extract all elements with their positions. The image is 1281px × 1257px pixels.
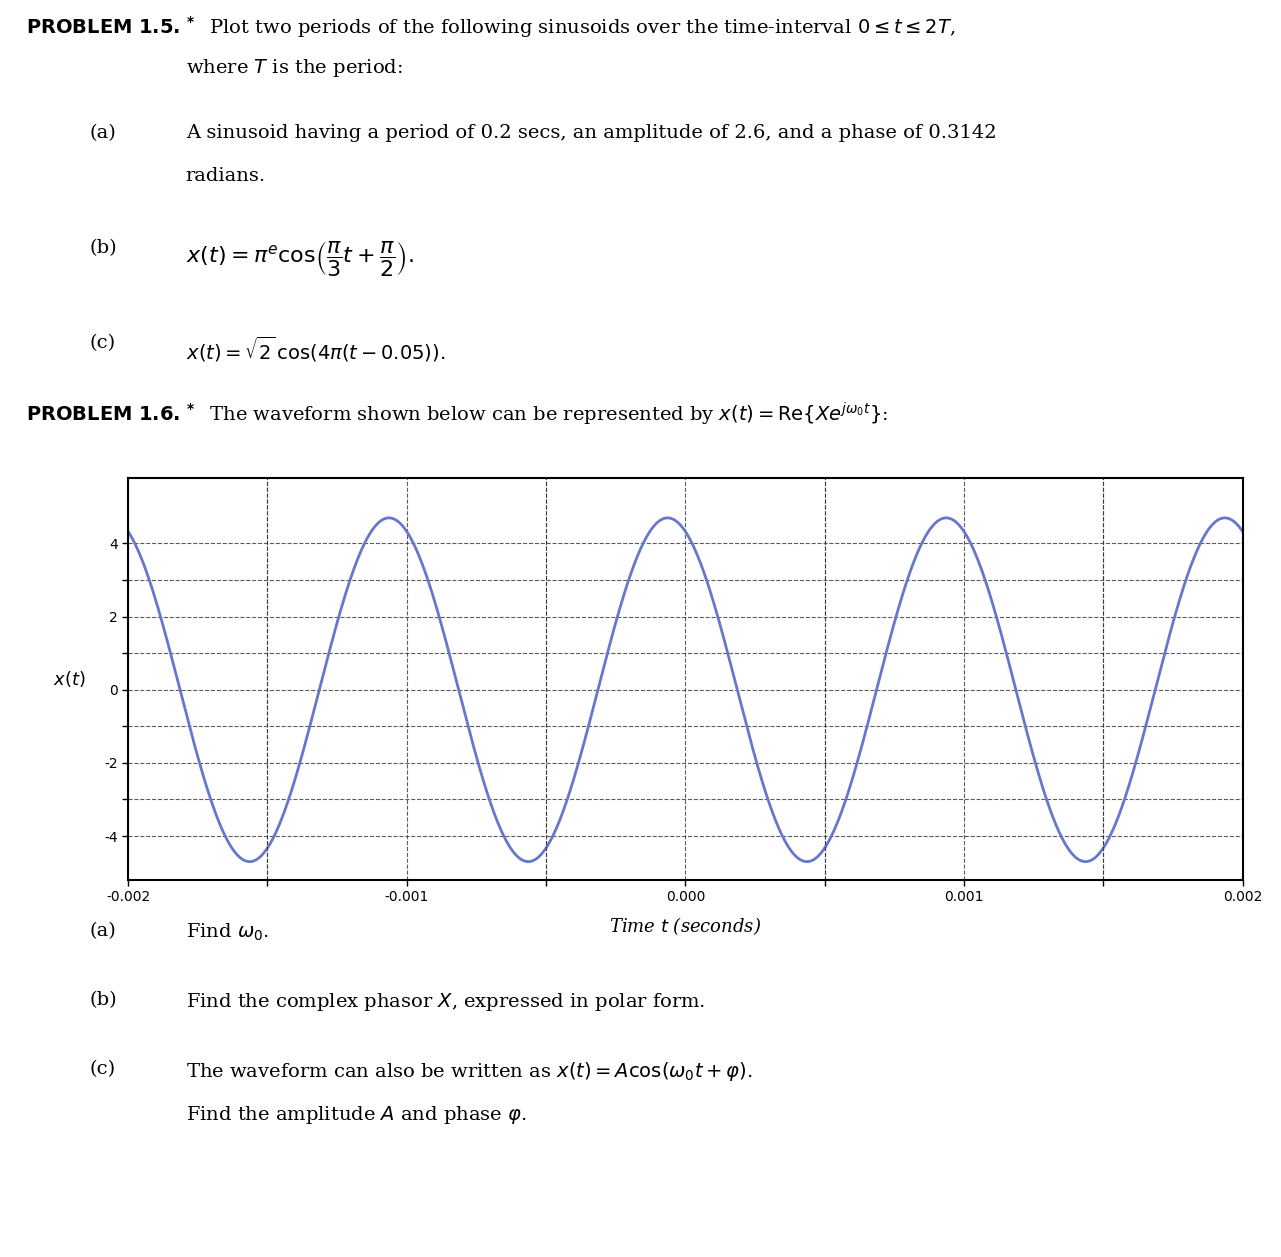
Text: radians.: radians. <box>186 167 266 185</box>
Text: (a): (a) <box>90 921 117 940</box>
Text: $x(t) = \sqrt{2}\,\cos(4\pi(t - 0.05)).$: $x(t) = \sqrt{2}\,\cos(4\pi(t - 0.05)).$ <box>186 334 445 363</box>
Text: $x(t) = \pi^e\cos\!\left(\dfrac{\pi}{3}t + \dfrac{\pi}{2}\right).$: $x(t) = \pi^e\cos\!\left(\dfrac{\pi}{3}t… <box>186 239 414 278</box>
Y-axis label: $x(t)$: $x(t)$ <box>53 669 86 689</box>
Text: Find the complex phasor $X$, expressed in polar form.: Find the complex phasor $X$, expressed i… <box>186 991 705 1013</box>
Text: Find the amplitude $A$ and phase $\varphi$.: Find the amplitude $A$ and phase $\varph… <box>186 1104 526 1126</box>
Text: The waveform can also be written as $x(t) = A\cos(\omega_0 t + \varphi)$.: The waveform can also be written as $x(t… <box>186 1060 752 1084</box>
Text: (c): (c) <box>90 1060 115 1079</box>
Text: $\mathbf{PROBLEM\ 1.6.^*}$  The waveform shown below can be represented by $x(t): $\mathbf{PROBLEM\ 1.6.^*}$ The waveform … <box>26 401 888 429</box>
Text: (c): (c) <box>90 334 115 352</box>
Text: (a): (a) <box>90 124 117 142</box>
Text: (b): (b) <box>90 239 118 256</box>
Text: $\mathbf{PROBLEM\ 1.5.^*}$  Plot two periods of the following sinusoids over the: $\mathbf{PROBLEM\ 1.5.^*}$ Plot two peri… <box>26 14 956 40</box>
Text: where $T$ is the period:: where $T$ is the period: <box>186 58 402 79</box>
Text: Find $\omega_0$.: Find $\omega_0$. <box>186 921 269 943</box>
X-axis label: Time $t$ (seconds): Time $t$ (seconds) <box>610 915 761 938</box>
Text: A sinusoid having a period of 0.2 secs, an amplitude of 2.6, and a phase of 0.31: A sinusoid having a period of 0.2 secs, … <box>186 124 997 142</box>
Text: (b): (b) <box>90 991 118 1009</box>
